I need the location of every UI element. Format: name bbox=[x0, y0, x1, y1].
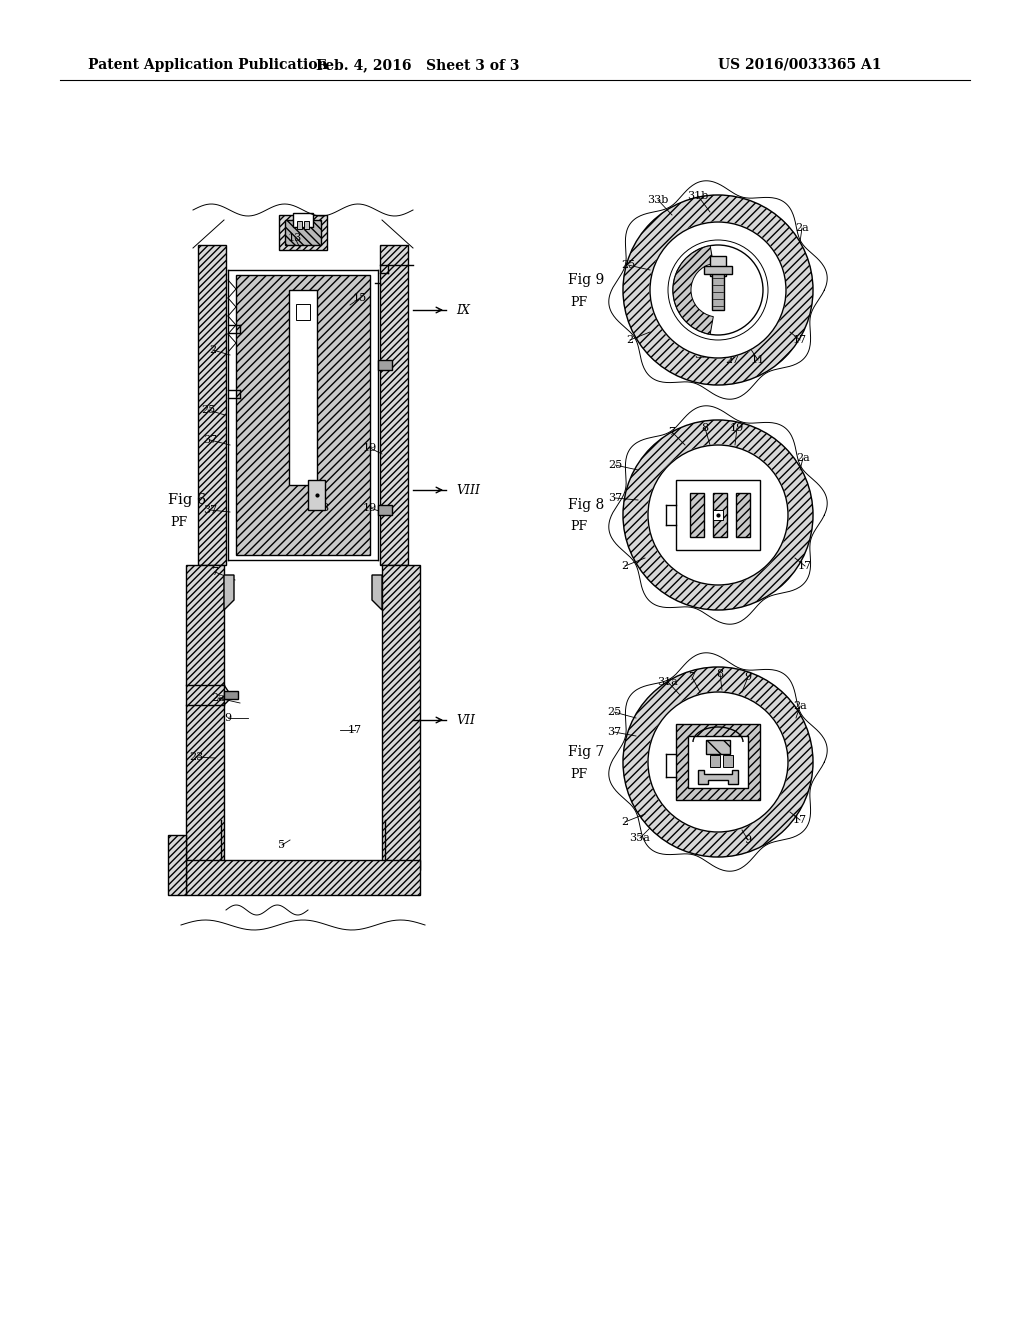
Bar bbox=[690, 492, 705, 537]
Text: 2: 2 bbox=[622, 817, 629, 828]
Text: 33b: 33b bbox=[647, 195, 669, 205]
Text: 2a: 2a bbox=[795, 223, 809, 234]
Text: 17: 17 bbox=[348, 725, 362, 735]
Text: Fig 8: Fig 8 bbox=[568, 498, 604, 512]
Bar bbox=[688, 737, 748, 788]
Text: 13: 13 bbox=[288, 234, 302, 243]
Bar bbox=[296, 304, 310, 319]
Text: 17: 17 bbox=[798, 561, 812, 572]
Text: 17: 17 bbox=[793, 814, 807, 825]
Text: 7: 7 bbox=[212, 568, 218, 577]
Bar bbox=[378, 506, 392, 515]
Text: 8: 8 bbox=[322, 503, 329, 513]
Text: 25: 25 bbox=[621, 260, 635, 271]
Circle shape bbox=[623, 195, 813, 385]
Bar bbox=[304, 220, 309, 228]
Text: IX: IX bbox=[456, 304, 470, 317]
Text: Feb. 4, 2016   Sheet 3 of 3: Feb. 4, 2016 Sheet 3 of 3 bbox=[316, 58, 520, 73]
Text: 35a: 35a bbox=[630, 833, 650, 843]
Text: 11: 11 bbox=[751, 355, 765, 366]
Bar bbox=[297, 220, 302, 228]
Text: 2a: 2a bbox=[796, 453, 810, 463]
Text: 9: 9 bbox=[224, 713, 231, 723]
Text: 7: 7 bbox=[688, 672, 695, 682]
Text: VII: VII bbox=[456, 714, 475, 726]
Text: 37: 37 bbox=[203, 506, 217, 515]
Text: 7: 7 bbox=[669, 426, 676, 437]
Bar bbox=[706, 741, 730, 754]
Text: 25: 25 bbox=[608, 459, 623, 470]
Bar bbox=[236, 275, 370, 554]
Text: PF: PF bbox=[570, 520, 587, 533]
Bar bbox=[713, 510, 723, 520]
Circle shape bbox=[623, 420, 813, 610]
Bar bbox=[676, 723, 760, 800]
Bar bbox=[736, 492, 750, 537]
Bar bbox=[705, 267, 732, 275]
Text: US 2016/0033365 A1: US 2016/0033365 A1 bbox=[718, 58, 882, 73]
Text: 37: 37 bbox=[203, 436, 217, 445]
Circle shape bbox=[623, 667, 813, 857]
Text: 9: 9 bbox=[744, 672, 752, 682]
Wedge shape bbox=[673, 246, 714, 334]
Text: PF: PF bbox=[570, 296, 587, 309]
Bar bbox=[224, 690, 238, 700]
Text: 35b: 35b bbox=[694, 350, 716, 360]
Bar bbox=[382, 565, 420, 870]
Text: 2: 2 bbox=[210, 345, 216, 355]
Bar bbox=[198, 246, 226, 565]
Bar bbox=[378, 360, 392, 370]
Bar bbox=[279, 215, 327, 249]
Bar bbox=[168, 836, 186, 895]
Text: VIII: VIII bbox=[456, 483, 480, 496]
Circle shape bbox=[648, 692, 788, 832]
Text: 27: 27 bbox=[725, 355, 739, 366]
Bar bbox=[710, 256, 726, 276]
Bar bbox=[723, 755, 733, 767]
Text: 5: 5 bbox=[279, 840, 286, 850]
Polygon shape bbox=[372, 576, 382, 610]
Bar bbox=[292, 294, 314, 480]
Text: 2: 2 bbox=[627, 335, 634, 345]
Text: 19: 19 bbox=[362, 444, 377, 453]
Circle shape bbox=[648, 445, 788, 585]
Text: Fig 7: Fig 7 bbox=[568, 744, 604, 759]
Text: 2: 2 bbox=[622, 561, 629, 572]
Text: 2a: 2a bbox=[794, 701, 807, 711]
Text: 8: 8 bbox=[717, 669, 724, 678]
Text: PF: PF bbox=[570, 767, 587, 780]
Text: PF: PF bbox=[170, 516, 187, 528]
Bar bbox=[710, 755, 720, 767]
Text: 37: 37 bbox=[607, 727, 622, 737]
Circle shape bbox=[650, 222, 786, 358]
Text: 9: 9 bbox=[744, 836, 752, 845]
Text: 15: 15 bbox=[353, 293, 368, 304]
Bar bbox=[308, 480, 325, 510]
Bar bbox=[285, 220, 321, 246]
Text: 2a: 2a bbox=[211, 693, 225, 704]
Text: Fig 6: Fig 6 bbox=[168, 492, 206, 507]
Text: Fig 9: Fig 9 bbox=[568, 273, 604, 286]
Bar bbox=[676, 480, 760, 550]
Text: 8: 8 bbox=[701, 422, 709, 433]
Text: 25: 25 bbox=[201, 405, 215, 414]
Polygon shape bbox=[698, 770, 738, 784]
Text: 19: 19 bbox=[362, 503, 377, 513]
Bar bbox=[186, 565, 224, 870]
Text: 23: 23 bbox=[188, 752, 203, 762]
Polygon shape bbox=[224, 576, 234, 610]
Bar bbox=[293, 213, 313, 227]
Text: 37: 37 bbox=[608, 492, 622, 503]
Text: 25: 25 bbox=[607, 708, 622, 717]
Text: 31b: 31b bbox=[687, 191, 709, 201]
Text: 31a: 31a bbox=[657, 677, 679, 686]
Text: 19: 19 bbox=[730, 422, 744, 433]
Text: Patent Application Publication: Patent Application Publication bbox=[88, 58, 328, 73]
Bar bbox=[289, 290, 317, 484]
Bar bbox=[380, 246, 408, 565]
Bar bbox=[713, 492, 727, 537]
Bar bbox=[712, 271, 724, 310]
Text: 17: 17 bbox=[793, 335, 807, 345]
Bar bbox=[186, 861, 420, 895]
